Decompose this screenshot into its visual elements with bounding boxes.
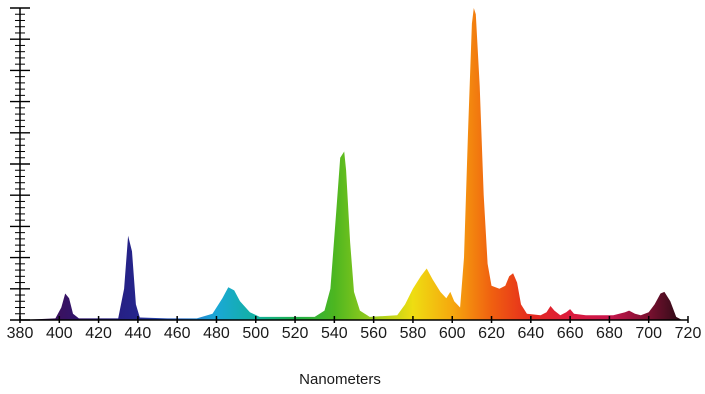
spectrum-area <box>20 8 688 320</box>
x-tick-label: 620 <box>478 325 505 342</box>
x-tick-label: 540 <box>321 325 348 342</box>
x-tick-label: 480 <box>203 325 230 342</box>
x-tick-label: 680 <box>596 325 623 342</box>
x-tick-label: 720 <box>675 325 702 342</box>
x-tick-label: 660 <box>557 325 584 342</box>
x-tick-label: 560 <box>360 325 387 342</box>
y-axis-ticks <box>10 7 30 321</box>
x-axis-tick-labels: 380 400 420 440 460 480 500 520 540 560 580 600 620 6… <box>7 325 702 342</box>
x-tick-label: 500 <box>242 325 269 342</box>
x-tick-label: 520 <box>282 325 309 342</box>
x-tick-label: 400 <box>46 325 73 342</box>
x-tick-label: 640 <box>517 325 544 342</box>
x-tick-label: 580 <box>400 325 427 342</box>
x-axis-ticks <box>19 316 689 323</box>
x-tick-label: 700 <box>635 325 662 342</box>
x-tick-label: 380 <box>7 325 34 342</box>
x-axis-title: Nanometers <box>299 371 381 388</box>
x-tick-label: 600 <box>439 325 466 342</box>
x-tick-label: 440 <box>125 325 152 342</box>
x-tick-label: 460 <box>164 325 191 342</box>
x-tick-label: 420 <box>85 325 112 342</box>
